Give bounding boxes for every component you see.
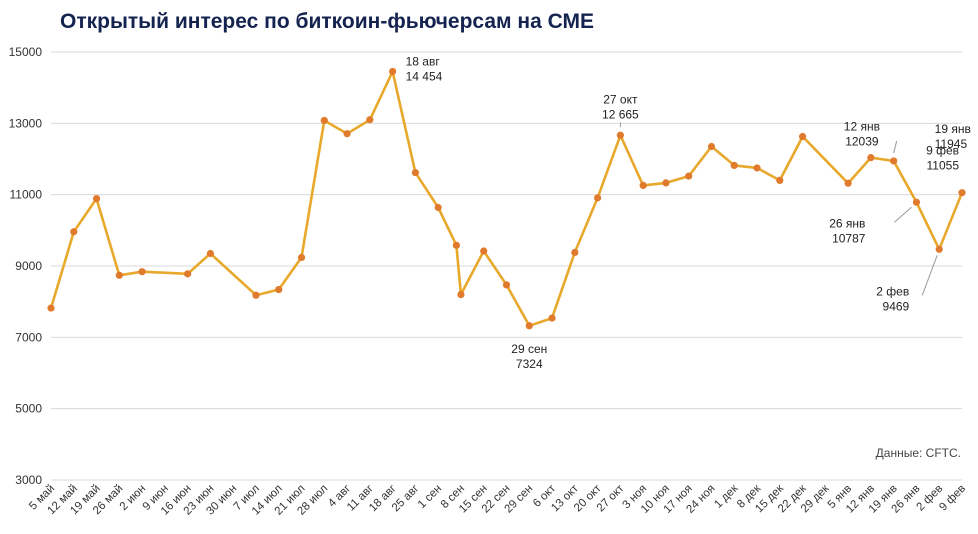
data-point [92, 194, 101, 203]
data-point [776, 176, 784, 184]
data-point [958, 189, 966, 197]
data-label: 19 янв 11945 [935, 122, 971, 151]
data-label-line: 9 фев [926, 144, 959, 158]
data-point [452, 241, 460, 249]
data-label-line: 14 454 [406, 69, 443, 83]
annotation-leaders [619, 122, 938, 296]
data-label: 29 сен 7324 [511, 342, 547, 371]
data-point [320, 116, 328, 125]
annotation-leader-line [894, 206, 912, 223]
data-point [138, 268, 146, 276]
data-point [935, 245, 943, 253]
data-label-line: 19 янв [935, 122, 971, 136]
data-point [844, 179, 852, 187]
data-point [616, 131, 624, 139]
data-point [47, 304, 55, 312]
y-tick-label: 5000 [15, 402, 42, 416]
data-label-line: 2 фев [876, 284, 909, 298]
data-point [115, 271, 123, 279]
data-point [867, 154, 875, 162]
data-point [571, 248, 579, 257]
data-point [730, 161, 738, 170]
data-point [297, 253, 306, 262]
data-label-line: 29 сен [511, 342, 547, 356]
data-point [184, 270, 192, 278]
y-axis-ticks: 3000 5000 7000 9000 11000 13000 15000 [9, 45, 43, 487]
x-tick-label: 1 дек [712, 482, 741, 511]
data-label: 18 авг 14 454 [406, 54, 443, 83]
data-point [206, 249, 215, 258]
data-point [343, 130, 351, 138]
x-tick-label: 1 сен [416, 483, 444, 511]
data-label: 27 окт 12 665 [602, 92, 639, 121]
data-point [594, 194, 602, 202]
data-point [753, 164, 761, 172]
data-point [707, 142, 716, 151]
data-label-line: 12 янв [844, 120, 880, 134]
data-point [798, 132, 807, 141]
data-point [548, 314, 556, 322]
data-label-line: 11055 [927, 159, 960, 173]
y-tick-label: 7000 [15, 330, 42, 344]
data-label-line: 7324 [516, 357, 543, 371]
annotation-leader-line [921, 255, 938, 296]
data-label-line: 10787 [832, 231, 866, 245]
data-point [890, 157, 898, 165]
data-point [70, 228, 78, 236]
data-point [252, 291, 260, 299]
data-point [434, 203, 442, 212]
y-tick-label: 9000 [15, 259, 42, 273]
chart-title: Открытый интерес по биткоин-фьючерсам на… [60, 10, 595, 33]
data-annotations: 18 авг 14 454 29 сен 7324 27 окт 12 665 12 янв… [406, 54, 971, 370]
data-point [275, 285, 283, 294]
y-tick-label: 15000 [9, 45, 43, 59]
data-label-line: 11945 [935, 137, 968, 151]
data-point [525, 322, 533, 330]
data-label-line: 9469 [883, 299, 910, 313]
data-label-line: 12 665 [602, 107, 639, 121]
x-tick-label: 27 окт [595, 482, 627, 514]
data-label: 12 янв 12039 [844, 120, 880, 149]
data-point [685, 172, 693, 180]
data-point [457, 290, 465, 299]
x-tick-label: 9 фев [937, 483, 968, 514]
y-tick-label: 13000 [9, 116, 43, 130]
grid-lines [51, 51, 962, 481]
data-point [411, 168, 419, 177]
data-point [502, 281, 511, 289]
annotation-leader-line [893, 140, 898, 154]
y-tick-label: 11000 [10, 188, 43, 202]
data-label: 26 янв 10787 [829, 216, 866, 245]
data-label: 2 фев 9469 [876, 284, 909, 313]
data-label-line: 18 авг [406, 54, 441, 68]
data-point [389, 67, 397, 76]
data-label: 9 фев 11055 [926, 144, 959, 173]
source-note: Данные: CFTC. [876, 446, 961, 460]
data-point [639, 181, 647, 189]
series-markers [47, 67, 966, 330]
data-label-line: 12039 [845, 135, 879, 149]
data-point [366, 116, 374, 124]
data-label-line: 27 окт [603, 92, 638, 106]
data-point [912, 198, 921, 206]
data-label-line: 26 янв [829, 216, 865, 230]
y-tick-label: 3000 [15, 473, 42, 487]
data-point [480, 247, 488, 255]
data-point [662, 179, 670, 187]
